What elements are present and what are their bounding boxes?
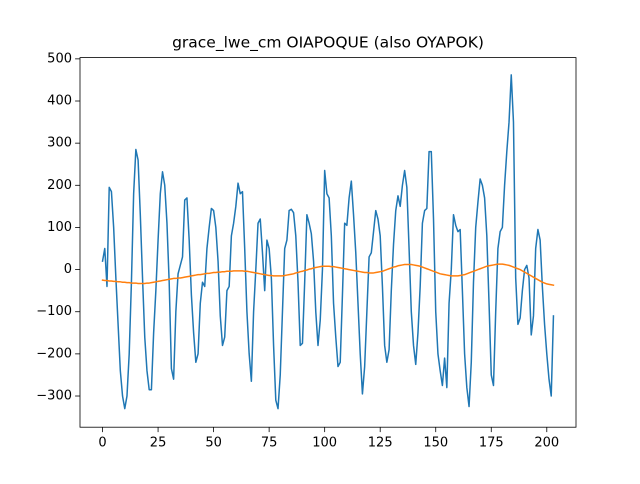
x-tick-label: 150 <box>423 436 448 451</box>
y-tick-label: 300 <box>47 136 72 151</box>
line-series <box>101 74 555 410</box>
plot-frame <box>79 57 577 428</box>
x-tick-label: 100 <box>312 436 337 451</box>
y-tick-label: −200 <box>36 346 72 361</box>
x-tick-label: 75 <box>261 436 278 451</box>
y-tick-label: 0 <box>64 262 72 277</box>
y-tick-label: −300 <box>36 389 72 404</box>
x-tick-label: 0 <box>98 436 106 451</box>
chart-title: grace_lwe_cm OIAPOQUE (also OYAPOK) <box>172 34 484 53</box>
x-tick-label: 125 <box>368 436 393 451</box>
y-tick-label: 200 <box>47 178 72 193</box>
y-tick-label: 400 <box>47 94 72 109</box>
y-tick-label: 100 <box>47 220 72 235</box>
y-tick-label: 500 <box>47 51 72 66</box>
x-tick-label: 175 <box>479 436 504 451</box>
x-tick-label: 200 <box>534 436 559 451</box>
x-tick-label: 50 <box>205 436 222 451</box>
x-tick-label: 25 <box>150 436 167 451</box>
line-series <box>101 263 555 287</box>
y-tick-label: −100 <box>36 304 72 319</box>
